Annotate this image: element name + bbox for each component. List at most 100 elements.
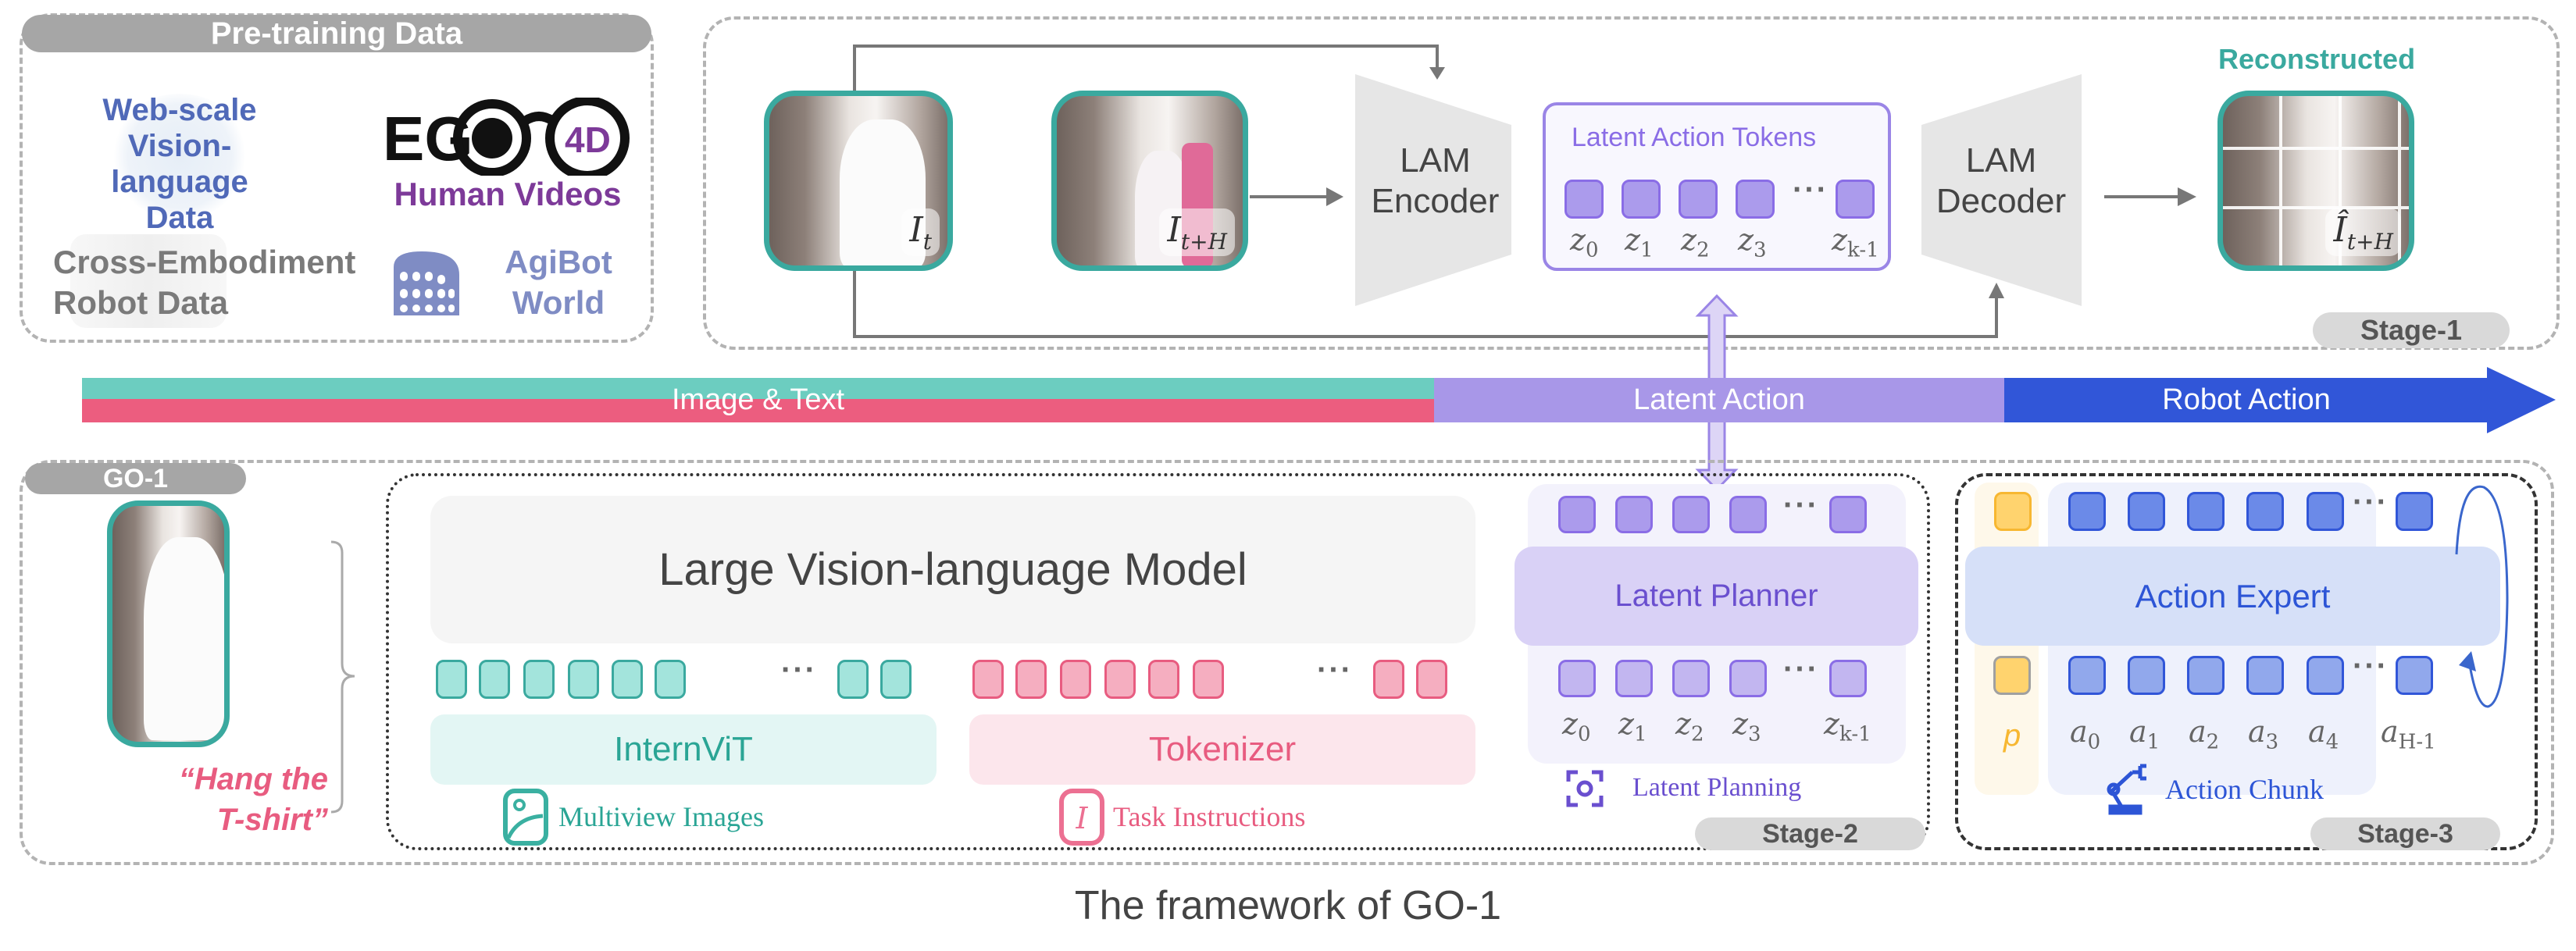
ellipsis: ··· [781, 653, 817, 687]
bar-latent-action: Latent Action [1434, 378, 2004, 422]
ellipsis: ··· [2353, 649, 2389, 683]
latent-planner-token [1729, 660, 1767, 697]
colosseum-icon [394, 251, 459, 315]
action-token-label: a0 [2070, 714, 2101, 754]
ellipsis: ··· [1317, 653, 1353, 687]
task-instructions-icon: I [1059, 789, 1104, 846]
ellipsis: ··· [1783, 652, 1819, 686]
action-token-label: a4 [2308, 714, 2339, 754]
ellipsis: ··· [2353, 485, 2389, 519]
arrowhead-encoder-top [1429, 67, 1445, 80]
arrowhead-decoder-bottom [1989, 283, 2004, 298]
lam-decoder-label: LAM Decoder [1936, 141, 2067, 220]
skip-line-top [853, 45, 1439, 91]
vision-token [612, 660, 643, 699]
cross-embodiment-line1: Cross-Embodiment [53, 244, 356, 280]
skip-line-bottom [853, 271, 1998, 338]
latent-planner-label: z0 [1562, 707, 1591, 746]
stage3-panel [1955, 473, 2538, 850]
latent-planner-label: z3 [1732, 707, 1761, 746]
tokenizer-box: Tokenizer [969, 714, 1475, 785]
action-token [2187, 656, 2225, 695]
multiview-images-label: Multiview Images [558, 801, 764, 832]
latent-planner-token [1829, 496, 1867, 533]
bar-robot-action: Robot Action [2004, 378, 2489, 422]
latent-planner-label: z2 [1675, 707, 1704, 746]
human-videos-label: Human Videos [394, 176, 622, 212]
latent-planning-icon [1566, 770, 1604, 807]
action-token [2246, 656, 2284, 695]
svg-text:4D: 4D [565, 119, 611, 160]
image-future-frame: It+H [1051, 91, 1248, 271]
arrowhead-reconstructed [2178, 187, 2196, 206]
reconstructed-image-label: Ît+H [2325, 208, 2401, 256]
image-current-frame: It [764, 91, 953, 271]
action-token [2307, 656, 2344, 695]
text-token [972, 660, 1004, 699]
web-scale-line2: Vision-language [111, 129, 248, 199]
stage2-badge: Stage-2 [1695, 817, 1925, 850]
action-token [2396, 492, 2433, 531]
bar-image-text-teal [82, 378, 1434, 399]
latent-token-label: zk-1 [1832, 223, 1879, 262]
latent-planner-token [1672, 660, 1710, 697]
svg-text:I: I [1075, 801, 1088, 835]
text-token [1060, 660, 1091, 699]
web-scale-data-label: Web-scale Vision-language Data [62, 92, 297, 236]
action-expert-box: Action Expert [1965, 547, 2500, 646]
vision-token [436, 660, 467, 699]
web-scale-line3: Data [145, 201, 214, 235]
proprio-token-top [1994, 492, 2032, 531]
latent-planner-label: zk-1 [1824, 707, 1871, 746]
lam-decoder-shape [1921, 74, 2082, 306]
cross-embodiment-line2: Robot Data [53, 284, 228, 321]
pretraining-title: Pre-training Data [22, 15, 651, 52]
ellipsis: ··· [1783, 488, 1819, 522]
go1-title: GO-1 [25, 463, 246, 494]
text-token [1148, 660, 1179, 699]
text-token [1104, 660, 1136, 699]
action-token [2068, 656, 2106, 695]
go1-input-image [107, 500, 230, 747]
stage1-badge: Stage-1 [2313, 312, 2510, 348]
agibot-line1: AgiBot [505, 244, 612, 280]
stage3-badge: Stage-3 [2310, 817, 2500, 850]
internvit-box: InternViT [430, 714, 937, 785]
vision-token [837, 660, 869, 699]
action-chunk-label: Action Chunk [2165, 774, 2324, 805]
agibot-world-label: AgiBot World [480, 242, 637, 323]
latent-action-token [1679, 180, 1718, 219]
ego4d-logo: EG 4D [383, 98, 630, 176]
figure-caption: The framework of GO-1 [1074, 883, 1502, 928]
action-token [2307, 492, 2344, 531]
vision-token [479, 660, 510, 699]
text-token [1193, 660, 1224, 699]
bar-image-text-label: Image & Text [671, 383, 845, 416]
latent-planner-box: Latent Planner [1515, 547, 1918, 646]
latent-planner-token [1615, 660, 1653, 697]
image-future-label: It+H [1159, 208, 1235, 256]
bar-image-text-pink [82, 399, 1434, 422]
proprio-token-bottom [1993, 656, 2031, 695]
action-token-label: aH-1 [2381, 714, 2436, 754]
action-token-label: a3 [2248, 714, 2279, 754]
latent-token-label: z3 [1738, 223, 1767, 262]
latent-action-token [1736, 180, 1775, 219]
latent-planner-token [1615, 496, 1653, 533]
text-token [1416, 660, 1447, 699]
latent-action-tokens-title: Latent Action Tokens [1572, 123, 1817, 152]
action-token [2246, 492, 2284, 531]
task-instructions-label: Task Instructions [1113, 801, 1306, 832]
web-scale-globe-icon [109, 94, 250, 219]
vision-token [568, 660, 599, 699]
ellipsis: ··· [1793, 173, 1829, 207]
bar-arrowhead [2487, 367, 2556, 433]
latent-token-label: z1 [1625, 223, 1654, 262]
robot-arms-icon [70, 234, 227, 328]
latent-planning-label: Latent Planning [1632, 773, 1802, 802]
latent-planner-token [1829, 660, 1867, 697]
action-token [2187, 492, 2225, 531]
lam-encoder-label: LAM Encoder [1371, 141, 1500, 220]
latent-planner-token [1558, 496, 1596, 533]
vision-token [880, 660, 912, 699]
